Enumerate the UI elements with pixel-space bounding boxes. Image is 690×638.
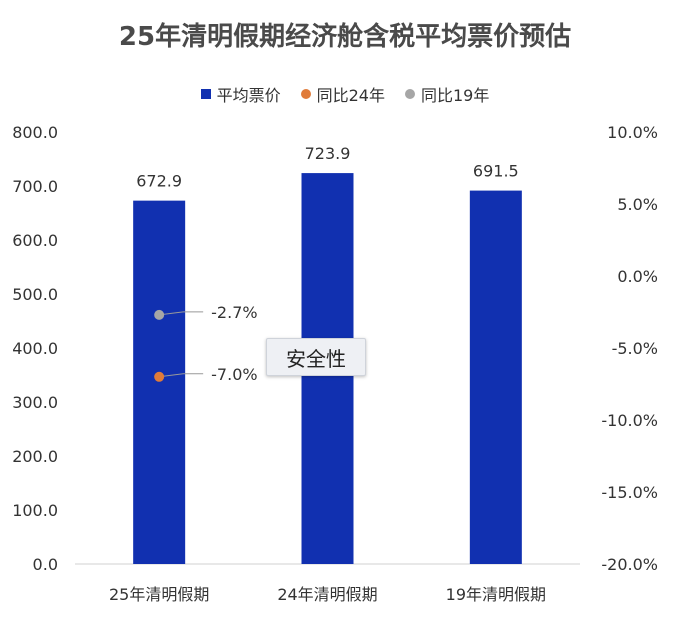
- y-right-tick-label: -15.0%: [601, 483, 658, 502]
- point-yoy24: [154, 371, 165, 382]
- legend-swatch-yoy24: [300, 89, 311, 99]
- x-tick-label: 24年清明假期: [277, 585, 377, 604]
- legend-label-yoy19: 同比19年: [421, 86, 490, 105]
- y-right-tick-label: 5.0%: [617, 195, 658, 214]
- legend-item-avg-price[interactable]: 平均票价: [200, 82, 281, 106]
- y-right-tick-label: 10.0%: [607, 123, 658, 142]
- y-left-tick-label: 600.0: [12, 231, 58, 250]
- y-right-tick-label: -10.0%: [601, 411, 658, 430]
- legend-item-yoy19[interactable]: 同比19年: [405, 82, 489, 106]
- point-leader-line-yoy24: [159, 373, 204, 378]
- point-yoy19: [154, 309, 165, 320]
- bar-data-label: 723.9: [305, 144, 351, 163]
- y-right-tick-label: -5.0%: [612, 339, 658, 358]
- y-left-tick-label: 200.0: [12, 447, 58, 466]
- x-tick-label: 25年清明假期: [109, 585, 209, 604]
- point-leader-line-yoy19: [159, 311, 204, 316]
- chart-title: 25年清明假期经济舱含税平均票价预估: [118, 22, 572, 52]
- legend-item-yoy24[interactable]: 同比24年: [300, 82, 385, 106]
- legend-swatch-avg-price: [200, 89, 211, 99]
- legend-label-yoy24: 同比24年: [316, 86, 385, 105]
- y-left-tick-label: 400.0: [12, 339, 58, 358]
- y-right-tick-label: -20.0%: [601, 555, 658, 574]
- legend-label-avg-price: 平均票价: [216, 86, 281, 105]
- legend: 平均票价 同比24年 同比19年: [0, 82, 690, 106]
- bar: [133, 200, 186, 564]
- y-left-tick-label: 0.0: [33, 555, 58, 574]
- bar-data-label: 691.5: [473, 162, 519, 181]
- y-left-tick-label: 300.0: [12, 393, 58, 412]
- y-left-tick-label: 800.0: [12, 123, 58, 142]
- y-left-tick-label: 700.0: [12, 177, 58, 196]
- bar: [469, 190, 522, 564]
- y-left-tick-label: 500.0: [12, 285, 58, 304]
- x-tick-label: 19年清明假期: [446, 585, 546, 604]
- y-left-tick-label: 100.0: [12, 501, 58, 520]
- point-data-label-yoy24: -7.0%: [211, 365, 257, 384]
- bar-data-label: 672.9: [136, 172, 182, 191]
- y-right-tick-label: 0.0%: [617, 267, 658, 286]
- tooltip: 安全性: [266, 338, 366, 376]
- legend-swatch-yoy19: [405, 89, 415, 99]
- point-data-label-yoy19: -2.7%: [211, 303, 257, 322]
